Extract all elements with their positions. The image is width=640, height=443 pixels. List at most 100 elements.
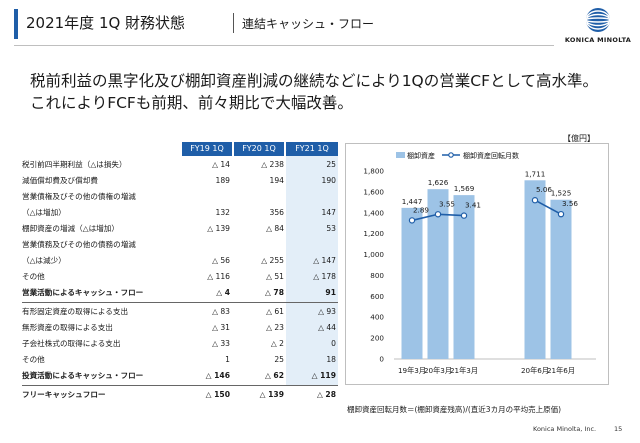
column-header-fy21: FY21 1Q bbox=[286, 142, 338, 156]
x-tick-label: 20年6月 bbox=[521, 366, 549, 375]
row-value: △ 44 bbox=[318, 323, 336, 332]
x-tick-label: 21年6月 bbox=[547, 366, 575, 375]
table-row: 営業活動によるキャッシュ・フロー △ 4 △ 78 91 bbox=[22, 285, 338, 301]
row-value: △ 61 bbox=[266, 307, 284, 316]
legend-line-label: 棚卸資産回転月数 bbox=[463, 151, 519, 160]
table-row: 無形資産の取得による支出 △ 31 △ 23 △ 44 bbox=[22, 320, 338, 336]
row-value: △ 51 bbox=[266, 272, 284, 281]
inventory-chart: 0 200 400 600 800 1,000 1,200 1,400 1,600 1,800 1,… bbox=[345, 143, 609, 385]
row-value: △ 33 bbox=[212, 339, 230, 348]
page-title: 2021年度 1Q 財務状態 bbox=[26, 14, 186, 32]
footer-company: Konica Minolta, Inc. bbox=[533, 425, 597, 433]
y-tick-label: 1,000 bbox=[363, 250, 384, 259]
table-row: フリーキャッシュフロー △ 150 △ 139 △ 28 bbox=[22, 387, 338, 403]
y-tick-label: 600 bbox=[370, 292, 384, 301]
turnover-point bbox=[408, 217, 416, 224]
row-value: △ 28 bbox=[316, 390, 336, 399]
line-value-label: 3.56 bbox=[562, 199, 578, 208]
turnover-point bbox=[557, 210, 565, 218]
lead-line-1: 税前利益の黒字化及び棚卸資産削減の継続などにより1Qの営業CFとして高水準。 bbox=[30, 72, 599, 90]
row-value: △ 84 bbox=[266, 224, 284, 233]
row-label: 無形資産の取得による支出 bbox=[22, 323, 113, 332]
bar-value-label: 1,711 bbox=[525, 169, 546, 178]
row-label: 営業債務及びその他の債務の増減 bbox=[22, 240, 136, 249]
row-label: 投資活動によるキャッシュ・フロー bbox=[22, 371, 144, 380]
row-value: △ 116 bbox=[207, 272, 230, 281]
row-label: （△は増加） bbox=[22, 208, 66, 217]
table-row: （△は増加） 132 356 147 bbox=[22, 205, 338, 221]
row-value: △ 31 bbox=[212, 323, 230, 332]
row-value: △ 119 bbox=[311, 371, 336, 380]
y-tick-label: 1,200 bbox=[363, 229, 384, 238]
legend-bar-label: 棚卸資産 bbox=[407, 151, 435, 160]
row-label: 棚卸資産の増減（△は増加） bbox=[22, 224, 119, 233]
title-accent-bar bbox=[14, 9, 18, 39]
table-row: 減価償却費及び償却費 189 194 190 bbox=[22, 173, 338, 189]
legend-bar-swatch bbox=[396, 152, 405, 158]
fy21-column-shade bbox=[286, 156, 338, 386]
table-row: 棚卸資産の増減（△は増加） △ 139 △ 84 53 bbox=[22, 221, 338, 237]
lead-line-2: これによりFCFも前期、前々期比で大幅改善。 bbox=[30, 94, 353, 112]
y-tick-label: 0 bbox=[379, 355, 384, 364]
row-label: 子会社株式の取得による支出 bbox=[22, 339, 121, 348]
row-label: その他 bbox=[22, 355, 45, 364]
row-value: △ 23 bbox=[266, 323, 284, 332]
bar-value-label: 1,447 bbox=[402, 197, 423, 206]
row-value: △ 150 bbox=[205, 390, 230, 399]
row-value: 25 bbox=[274, 355, 284, 364]
header-divider bbox=[14, 45, 554, 46]
turnover-point bbox=[460, 212, 468, 219]
row-separator bbox=[22, 385, 338, 386]
table-row: 営業債権及びその他の債権の増減 bbox=[22, 189, 338, 205]
row-label: （△は減少） bbox=[22, 256, 66, 265]
row-value: 132 bbox=[215, 208, 231, 217]
y-tick-label: 800 bbox=[370, 271, 384, 280]
row-value: △ 238 bbox=[261, 160, 284, 169]
line-value-label: 2.89 bbox=[413, 205, 429, 214]
row-value: 25 bbox=[326, 160, 336, 169]
column-header-fy19: FY19 1Q bbox=[182, 142, 232, 156]
bar-value-label: 1,626 bbox=[428, 178, 449, 187]
bar-value-label: 1,525 bbox=[551, 189, 572, 198]
x-tick-label: 21年3月 bbox=[450, 366, 478, 375]
line-value-label: 3.55 bbox=[439, 199, 455, 208]
row-value: 18 bbox=[326, 355, 336, 364]
row-value: △ 139 bbox=[259, 390, 284, 399]
row-value: △ 255 bbox=[261, 256, 284, 265]
row-label: 減価償却費及び償却費 bbox=[22, 176, 98, 185]
chart-unit-label: 【億円】 bbox=[563, 134, 595, 143]
row-value: 147 bbox=[321, 208, 337, 217]
row-value: 194 bbox=[269, 176, 285, 185]
company-logo-icon bbox=[586, 8, 610, 32]
y-tick-label: 400 bbox=[370, 313, 384, 322]
row-label: 税引前四半期利益（△は損失） bbox=[22, 160, 127, 169]
row-value: △ 146 bbox=[205, 371, 230, 380]
y-tick-label: 1,400 bbox=[363, 208, 384, 217]
row-value: △ 93 bbox=[318, 307, 336, 316]
y-tick-label: 1,600 bbox=[363, 187, 384, 196]
row-value: △ 62 bbox=[264, 371, 284, 380]
row-value: △ 83 bbox=[212, 307, 230, 316]
row-value: △ 147 bbox=[313, 256, 336, 265]
turnover-point bbox=[531, 197, 539, 204]
turnover-point bbox=[434, 211, 442, 218]
row-separator bbox=[22, 302, 338, 303]
row-value: △ 178 bbox=[313, 272, 336, 281]
table-row: 有形固定資産の取得による支出 △ 83 △ 61 △ 93 bbox=[22, 304, 338, 320]
row-value: △ 2 bbox=[270, 339, 284, 348]
chart-footnote: 棚卸資産回転月数＝(棚卸資産残高)/(直近3カ月の平均売上原価) bbox=[347, 405, 562, 414]
row-value: △ 4 bbox=[216, 288, 230, 297]
row-label: 営業活動によるキャッシュ・フロー bbox=[22, 288, 144, 297]
legend-line-marker bbox=[448, 152, 454, 158]
table-row: その他 △ 116 △ 51 △ 178 bbox=[22, 269, 338, 285]
inventory-chart-svg: 0 200 400 600 800 1,000 1,200 1,400 1,600 1,800 1,… bbox=[363, 151, 596, 375]
table-row: 子会社株式の取得による支出 △ 33 △ 2 0 bbox=[22, 336, 338, 352]
bar-inventory bbox=[453, 195, 475, 359]
row-value: △ 139 bbox=[207, 224, 230, 233]
row-label: フリーキャッシュフロー bbox=[22, 390, 106, 399]
turnover-line bbox=[534, 199, 562, 215]
y-tick-label: 1,800 bbox=[363, 167, 384, 176]
row-value: 53 bbox=[326, 224, 336, 233]
row-value: 356 bbox=[269, 208, 285, 217]
bar-inventory bbox=[427, 189, 449, 359]
